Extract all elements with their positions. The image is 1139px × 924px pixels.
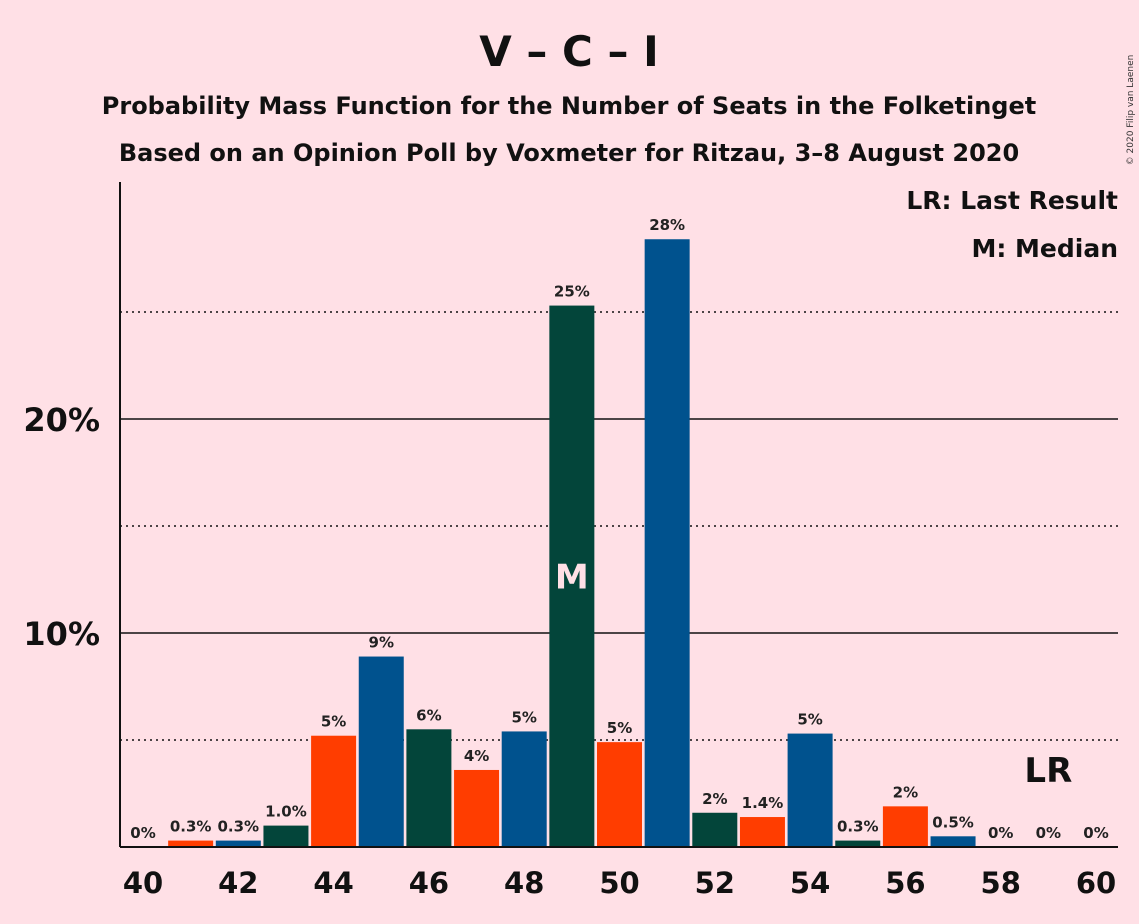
tick-labels: 40 42 44 46 48 50 52 54 56 58 60 10% 20%	[23, 401, 1116, 900]
chart-subtitle-line-1: Probability Mass Function for the Number…	[102, 92, 1036, 120]
x-tick-label: 52	[695, 866, 735, 900]
bar-label-seat-51: 28%	[649, 216, 685, 234]
bar-seat-57	[930, 836, 976, 847]
legend-last-result: LR: Last Result	[906, 186, 1118, 215]
bar-label-seat-60: 0%	[1083, 824, 1108, 842]
bar-label-seat-54: 5%	[797, 711, 822, 729]
bars	[168, 239, 976, 848]
bar-seat-49	[549, 305, 595, 848]
x-tick-label: 58	[981, 866, 1021, 900]
x-tick-label: 56	[885, 866, 925, 900]
x-tick-label: 42	[218, 866, 258, 900]
bar-seat-45	[358, 656, 404, 847]
chart-subtitle-line-2: Based on an Opinion Poll by Voxmeter for…	[119, 139, 1019, 167]
x-tick-label: 60	[1076, 866, 1116, 900]
bar-label-seat-46: 6%	[416, 706, 441, 724]
legend-median: M: Median	[971, 234, 1118, 263]
bar-seat-41	[168, 840, 214, 847]
median-marker: M	[555, 557, 589, 597]
bar-label-seat-41: 0.3%	[170, 818, 212, 836]
chart-title: V – C – I	[479, 27, 658, 76]
x-tick-label: 46	[409, 866, 449, 900]
bar-seat-50	[597, 742, 642, 847]
x-tick-label: 40	[123, 866, 163, 900]
bar-seat-52	[692, 812, 738, 847]
bar-label-seat-40: 0%	[130, 824, 155, 842]
y-tick-label: 10%	[23, 615, 100, 653]
bar-labels: 0% 0.3% 0.3% 1.0% 5% 9% 6% 4% 5% 25% 5% 28% 2% 1.4% 5%…	[130, 216, 1108, 842]
bar-label-seat-56: 2%	[893, 783, 918, 801]
bar-seat-46	[406, 729, 452, 847]
markers: M LR	[555, 557, 1072, 791]
bar-label-seat-57: 0.5%	[932, 813, 974, 831]
bar-label-seat-47: 4%	[464, 747, 489, 765]
bar-label-seat-59: 0%	[1036, 824, 1061, 842]
last-result-marker: LR	[1024, 751, 1072, 791]
bar-label-seat-48: 5%	[511, 708, 536, 726]
y-tick-label: 20%	[23, 401, 100, 439]
bar-seat-51	[644, 239, 690, 848]
bar-label-seat-52: 2%	[702, 790, 727, 808]
copyright-note: © 2020 Filip van Laenen	[1126, 55, 1136, 166]
bar-seat-44	[311, 735, 357, 847]
bar-seat-53	[739, 817, 785, 847]
bar-label-seat-42: 0.3%	[217, 818, 259, 836]
x-tick-label: 48	[504, 866, 544, 900]
bar-label-seat-50: 5%	[607, 719, 632, 737]
bar-label-seat-43: 1.0%	[265, 803, 307, 821]
bar-label-seat-49: 25%	[554, 283, 590, 301]
bar-label-seat-53: 1.4%	[742, 794, 784, 812]
bar-seat-48	[501, 731, 547, 847]
bar-label-seat-55: 0.3%	[837, 818, 879, 836]
bar-label-seat-45: 9%	[369, 634, 394, 652]
x-tick-label: 44	[313, 866, 353, 900]
bar-label-seat-44: 5%	[321, 713, 346, 731]
bar-seat-43	[263, 825, 309, 847]
gridlines	[120, 311, 1118, 741]
x-tick-label: 54	[790, 866, 830, 900]
x-tick-label: 50	[599, 866, 639, 900]
axes	[119, 182, 1118, 848]
bar-seat-55	[835, 840, 881, 847]
bar-seat-54	[787, 733, 833, 847]
bar-seat-42	[215, 840, 261, 847]
bar-seat-47	[454, 769, 500, 847]
bar-seat-56	[882, 806, 928, 847]
bar-label-seat-58: 0%	[988, 824, 1013, 842]
